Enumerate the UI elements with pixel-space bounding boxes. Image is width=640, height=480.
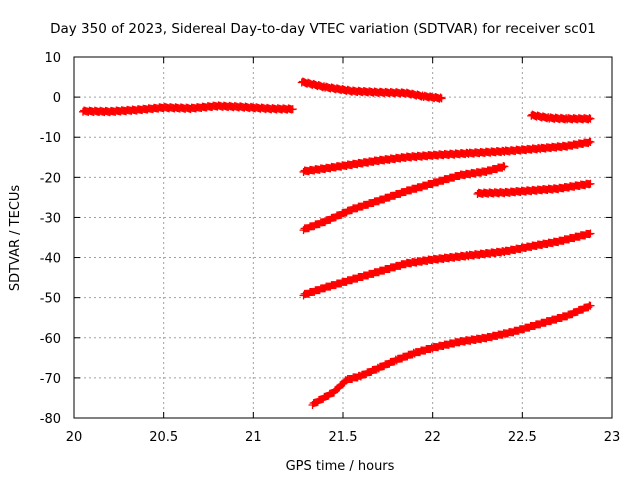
y-tick-label: 0 [53,91,61,106]
data-point [437,94,446,103]
x-axis-label: GPS time / hours [286,459,395,474]
x-tick-label: 20 [66,430,83,445]
data-point [586,114,595,123]
x-tick-label: 21 [245,430,262,445]
y-axis-label: SDTVAR / TECUs [8,185,23,292]
data-point [586,229,595,238]
grid [74,57,612,418]
y-tick-label: 10 [44,51,61,66]
data-point [436,93,445,102]
data-point [586,138,595,147]
data-point [500,162,509,171]
x-tick-label: 23 [604,430,621,445]
data-point [586,179,595,188]
y-tick-label: -10 [40,131,61,146]
x-tick-label: 22 [424,430,441,445]
y-tick-label: -50 [40,292,61,307]
series-arc-3 [527,110,595,124]
x-tick-label: 22.5 [508,430,537,445]
data-points [78,77,595,410]
series-arc-5 [299,162,509,235]
y-tick-label: -60 [40,332,61,347]
data-point [586,301,595,310]
series-arc-7 [299,229,595,300]
series-arc-1 [78,101,297,117]
y-tick-label: -40 [40,252,61,267]
y-tick-label: -20 [40,171,61,186]
y-tick-label: -70 [40,372,61,387]
series-arc-6 [473,179,595,199]
data-point [288,105,297,114]
series-arc-8 [308,301,595,410]
y-tick-label: -80 [40,412,61,427]
series-arc-4 [299,137,595,176]
y-tick-label: -30 [40,211,61,226]
x-tick-label: 20.5 [149,430,178,445]
y-ticks: 10 0 -10 -20 -30 -40 -50 -60 -70 -80 [40,51,612,427]
chart-title: Day 350 of 2023, Sidereal Day-to-day VTE… [50,21,596,37]
series-arc-2 [297,77,446,103]
x-ticks: 20 20.5 21 21.5 22 22.5 23 [66,57,621,445]
x-tick-label: 21.5 [329,430,358,445]
